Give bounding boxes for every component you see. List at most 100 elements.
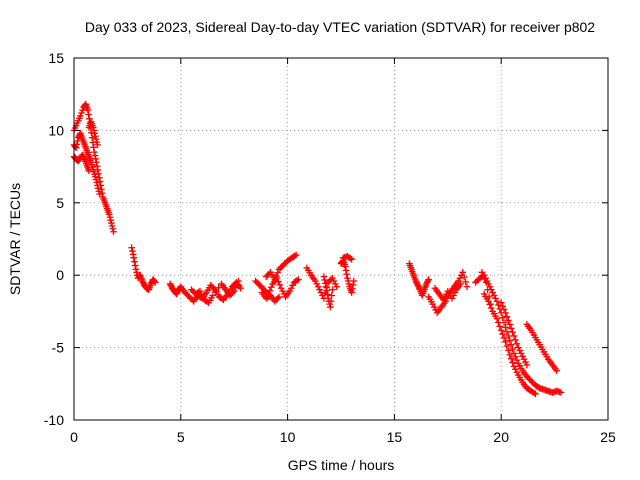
data-point	[215, 284, 222, 292]
x-tick-label: 0	[70, 429, 78, 445]
data-point	[505, 332, 512, 340]
x-tick-label: 15	[387, 429, 403, 445]
data-point	[440, 296, 447, 304]
data-point	[348, 255, 355, 263]
data-point	[463, 283, 471, 291]
data-point	[90, 143, 97, 151]
x-tick-label: 25	[600, 429, 616, 445]
y-tick-label: -5	[52, 340, 65, 356]
data-point	[92, 173, 99, 181]
data-point	[147, 280, 155, 288]
data-point	[487, 300, 494, 308]
data-point	[496, 323, 504, 330]
data-point	[462, 278, 469, 286]
data-point	[275, 293, 283, 301]
data-point	[506, 321, 514, 328]
data-point	[448, 295, 456, 302]
data-point	[233, 281, 241, 288]
data-point	[484, 286, 491, 293]
data-point	[513, 356, 521, 364]
data-point	[520, 355, 528, 363]
data-point	[327, 303, 334, 311]
data-point	[328, 292, 336, 299]
data-point	[497, 326, 505, 334]
data-point	[492, 295, 499, 302]
data-point	[349, 285, 356, 293]
data-point	[507, 355, 515, 363]
data-point	[289, 282, 296, 289]
data-point	[500, 306, 508, 313]
data-point	[424, 277, 432, 285]
data-point	[450, 292, 457, 299]
data-point	[286, 287, 294, 295]
data-point	[85, 111, 92, 118]
data-point	[94, 185, 102, 192]
data-point	[139, 277, 146, 285]
x-tick-label: 20	[493, 429, 509, 445]
data-point	[516, 347, 524, 354]
data-point	[500, 334, 508, 342]
x-tick-label: 5	[177, 429, 185, 445]
data-point	[441, 293, 449, 301]
data-point	[345, 280, 353, 288]
data-point	[348, 289, 355, 296]
data-point	[96, 190, 103, 198]
data-point	[322, 283, 330, 291]
data-point	[512, 366, 519, 373]
data-point	[330, 277, 338, 285]
data-point	[108, 222, 116, 230]
data-point	[503, 328, 511, 335]
data-point	[499, 314, 506, 321]
data-point	[91, 129, 98, 137]
data-point	[532, 390, 539, 398]
data-point	[94, 182, 101, 189]
data-point	[279, 287, 286, 295]
data-point	[502, 324, 509, 331]
data-point	[131, 258, 138, 265]
data-point	[151, 278, 158, 285]
data-point	[73, 141, 81, 148]
data-point	[522, 358, 529, 366]
y-tick-labels: 15 10 5 0 -5 -10	[44, 50, 64, 428]
data-point	[412, 277, 420, 285]
data-point	[457, 280, 464, 288]
data-point	[94, 141, 101, 149]
data-point	[209, 292, 217, 299]
data-point	[480, 272, 487, 279]
data-points	[70, 101, 565, 398]
data-point	[557, 389, 565, 396]
data-point	[329, 286, 336, 293]
data-point	[495, 319, 502, 326]
data-point	[277, 284, 285, 292]
data-point	[235, 277, 242, 285]
data-point	[275, 278, 282, 285]
data-point	[129, 247, 136, 255]
axis-ticks	[73, 57, 609, 421]
data-point	[413, 280, 421, 288]
data-point	[274, 295, 281, 302]
y-tick-label: 10	[48, 122, 64, 138]
data-point	[84, 106, 92, 114]
data-point	[481, 275, 489, 283]
data-point	[199, 293, 207, 301]
data-point	[519, 352, 526, 360]
data-point	[93, 179, 101, 186]
data-point	[423, 280, 430, 288]
data-point	[232, 284, 239, 292]
data-point	[460, 273, 468, 281]
data-point	[478, 269, 486, 276]
data-point	[333, 283, 341, 291]
data-point	[497, 299, 505, 307]
data-point	[132, 266, 140, 273]
data-point	[509, 328, 516, 336]
data-point	[271, 276, 279, 283]
data-point	[130, 254, 138, 262]
data-point	[287, 284, 295, 292]
data-point	[346, 255, 354, 262]
data-point	[88, 134, 96, 141]
data-point	[173, 289, 181, 296]
data-point	[423, 279, 431, 286]
data-point	[350, 277, 358, 285]
data-point	[512, 353, 519, 361]
data-point	[499, 302, 506, 310]
